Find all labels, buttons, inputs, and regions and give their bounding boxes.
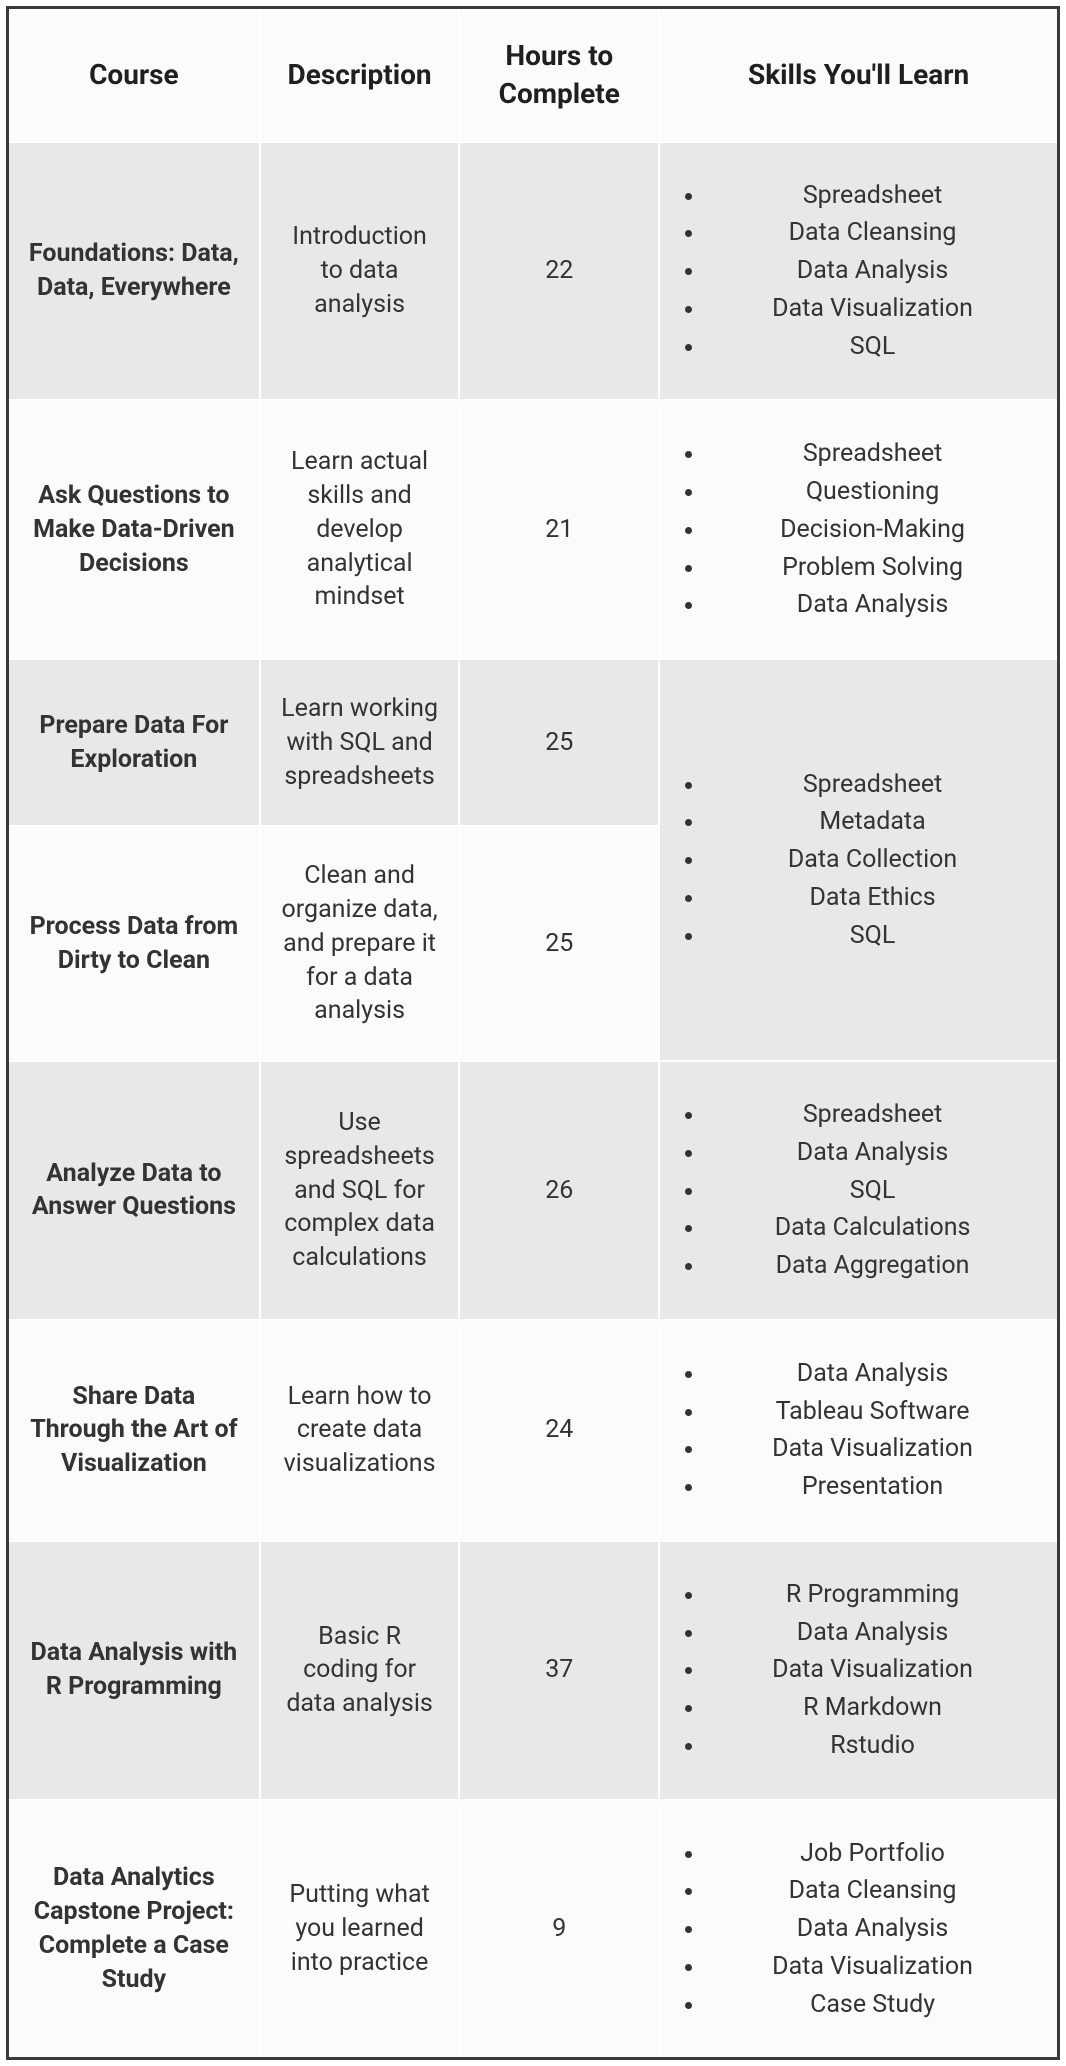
col-skills: Skills You'll Learn xyxy=(659,8,1058,142)
skill-item: Data Cleansing xyxy=(706,1874,1039,1908)
skills-list: Data Analysis Tableau SoftwareData Visual… xyxy=(678,1357,1039,1504)
course-name: Data Analysis with R Programming xyxy=(8,1541,260,1800)
skills-list: SpreadsheetMetadata Data Collection Data E… xyxy=(678,768,1039,953)
course-hours: 9 xyxy=(459,1800,659,2059)
course-name: Ask Questions to Make Data-Driven Decisi… xyxy=(8,400,260,659)
skills-list: Job PortfolioData Cleansing Data Analysis… xyxy=(678,1837,1039,2022)
skills-list: SpreadsheetData Cleansing Data Analysis Da… xyxy=(678,179,1039,364)
course-description: Clean and organize data, and prepare it … xyxy=(260,826,460,1061)
course-name: Process Data from Dirty to Clean xyxy=(8,826,260,1061)
table-row: Prepare Data For ExplorationLearn workin… xyxy=(8,659,1059,826)
course-skills: Spreadsheet Questioning Decision-Making Pro… xyxy=(659,400,1058,659)
skill-item: Data Analysis xyxy=(706,588,1039,622)
course-hours: 25 xyxy=(459,826,659,1061)
course-name: Prepare Data For Exploration xyxy=(8,659,260,826)
table-row: Data Analysis with R ProgrammingBasic R … xyxy=(8,1541,1059,1800)
table-body: Foundations: Data, Data, EverywhereIntro… xyxy=(8,142,1059,2059)
course-skills: SpreadsheetMetadata Data Collection Data E… xyxy=(659,659,1058,1061)
table-row: Analyze Data to Answer QuestionsUse spre… xyxy=(8,1061,1059,1320)
course-skills: Data Analysis Tableau SoftwareData Visual… xyxy=(659,1320,1058,1541)
skill-item: Data Analysis xyxy=(706,1136,1039,1170)
skill-item: Tableau Software xyxy=(706,1395,1039,1429)
skill-item: Data Visualization xyxy=(706,1653,1039,1687)
course-description: Use spreadsheets and SQL for complex dat… xyxy=(260,1061,460,1320)
course-hours: 22 xyxy=(459,142,659,401)
skill-item: Data Analysis xyxy=(706,254,1039,288)
skill-item: Data Analysis xyxy=(706,1357,1039,1391)
skill-item: Presentation xyxy=(706,1470,1039,1504)
skill-item: SQL xyxy=(706,919,1039,953)
table-row: Foundations: Data, Data, EverywhereIntro… xyxy=(8,142,1059,401)
skill-item: Data Calculations xyxy=(706,1211,1039,1245)
skills-list: R Programming Data AnalysisData Visualiza… xyxy=(678,1578,1039,1763)
skill-item: Spreadsheet xyxy=(706,1098,1039,1132)
course-hours: 21 xyxy=(459,400,659,659)
course-hours: 25 xyxy=(459,659,659,826)
table-header-row: Course Description Hours to Complete Ski… xyxy=(8,8,1059,142)
course-description: Learn actual skills and develop analytic… xyxy=(260,400,460,659)
course-description: Learn working with SQL and spreadsheets xyxy=(260,659,460,826)
skill-item: Problem Solving xyxy=(706,551,1039,585)
table-row: Ask Questions to Make Data-Driven Decisi… xyxy=(8,400,1059,659)
col-description: Description xyxy=(260,8,460,142)
course-table: Course Description Hours to Complete Ski… xyxy=(6,6,1060,2060)
skill-item: Data Collection xyxy=(706,843,1039,877)
course-name: Data Analytics Capstone Project: Complet… xyxy=(8,1800,260,2059)
course-skills: SpreadsheetData Cleansing Data Analysis Da… xyxy=(659,142,1058,401)
col-course: Course xyxy=(8,8,260,142)
course-skills: Spreadsheet Data Analysis SQLData Calculat… xyxy=(659,1061,1058,1320)
skill-item: R Programming xyxy=(706,1578,1039,1612)
course-description: Learn how to create data visualizations xyxy=(260,1320,460,1541)
course-hours: 24 xyxy=(459,1320,659,1541)
skill-item: Data Visualization xyxy=(706,1950,1039,1984)
course-skills: Job PortfolioData Cleansing Data Analysis… xyxy=(659,1800,1058,2059)
table-row: Data Analytics Capstone Project: Complet… xyxy=(8,1800,1059,2059)
skill-item: Data Aggregation xyxy=(706,1249,1039,1283)
col-hours: Hours to Complete xyxy=(459,8,659,142)
skill-item: Data Analysis xyxy=(706,1616,1039,1650)
course-description: Introduction to data analysis xyxy=(260,142,460,401)
course-hours: 37 xyxy=(459,1541,659,1800)
skill-item: R Markdown xyxy=(706,1691,1039,1725)
skill-item: Decision-Making xyxy=(706,513,1039,547)
course-name: Foundations: Data, Data, Everywhere xyxy=(8,142,260,401)
skills-list: Spreadsheet Questioning Decision-Making Pro… xyxy=(678,437,1039,622)
skill-item: Metadata xyxy=(706,805,1039,839)
table-row: Share Data Through the Art of Visualizat… xyxy=(8,1320,1059,1541)
course-description: Putting what you learned into practice xyxy=(260,1800,460,2059)
skill-item: Data Analysis xyxy=(706,1912,1039,1946)
course-description: Basic R coding for data analysis xyxy=(260,1541,460,1800)
course-name: Analyze Data to Answer Questions xyxy=(8,1061,260,1320)
course-name: Share Data Through the Art of Visualizat… xyxy=(8,1320,260,1541)
skill-item: Questioning xyxy=(706,475,1039,509)
skill-item: SQL xyxy=(706,330,1039,364)
skill-item: Case Study xyxy=(706,1988,1039,2022)
skill-item: Data Cleansing xyxy=(706,216,1039,250)
table-container: Course Description Hours to Complete Ski… xyxy=(0,0,1066,2066)
skill-item: SQL xyxy=(706,1174,1039,1208)
skill-item: Rstudio xyxy=(706,1729,1039,1763)
skill-item: Data Ethics xyxy=(706,881,1039,915)
skill-item: Spreadsheet xyxy=(706,437,1039,471)
skill-item: Job Portfolio xyxy=(706,1837,1039,1871)
skills-list: Spreadsheet Data Analysis SQLData Calculat… xyxy=(678,1098,1039,1283)
skill-item: Spreadsheet xyxy=(706,768,1039,802)
course-skills: R Programming Data AnalysisData Visualiza… xyxy=(659,1541,1058,1800)
skill-item: Data Visualization xyxy=(706,1432,1039,1466)
course-hours: 26 xyxy=(459,1061,659,1320)
skill-item: Spreadsheet xyxy=(706,179,1039,213)
skill-item: Data Visualization xyxy=(706,292,1039,326)
